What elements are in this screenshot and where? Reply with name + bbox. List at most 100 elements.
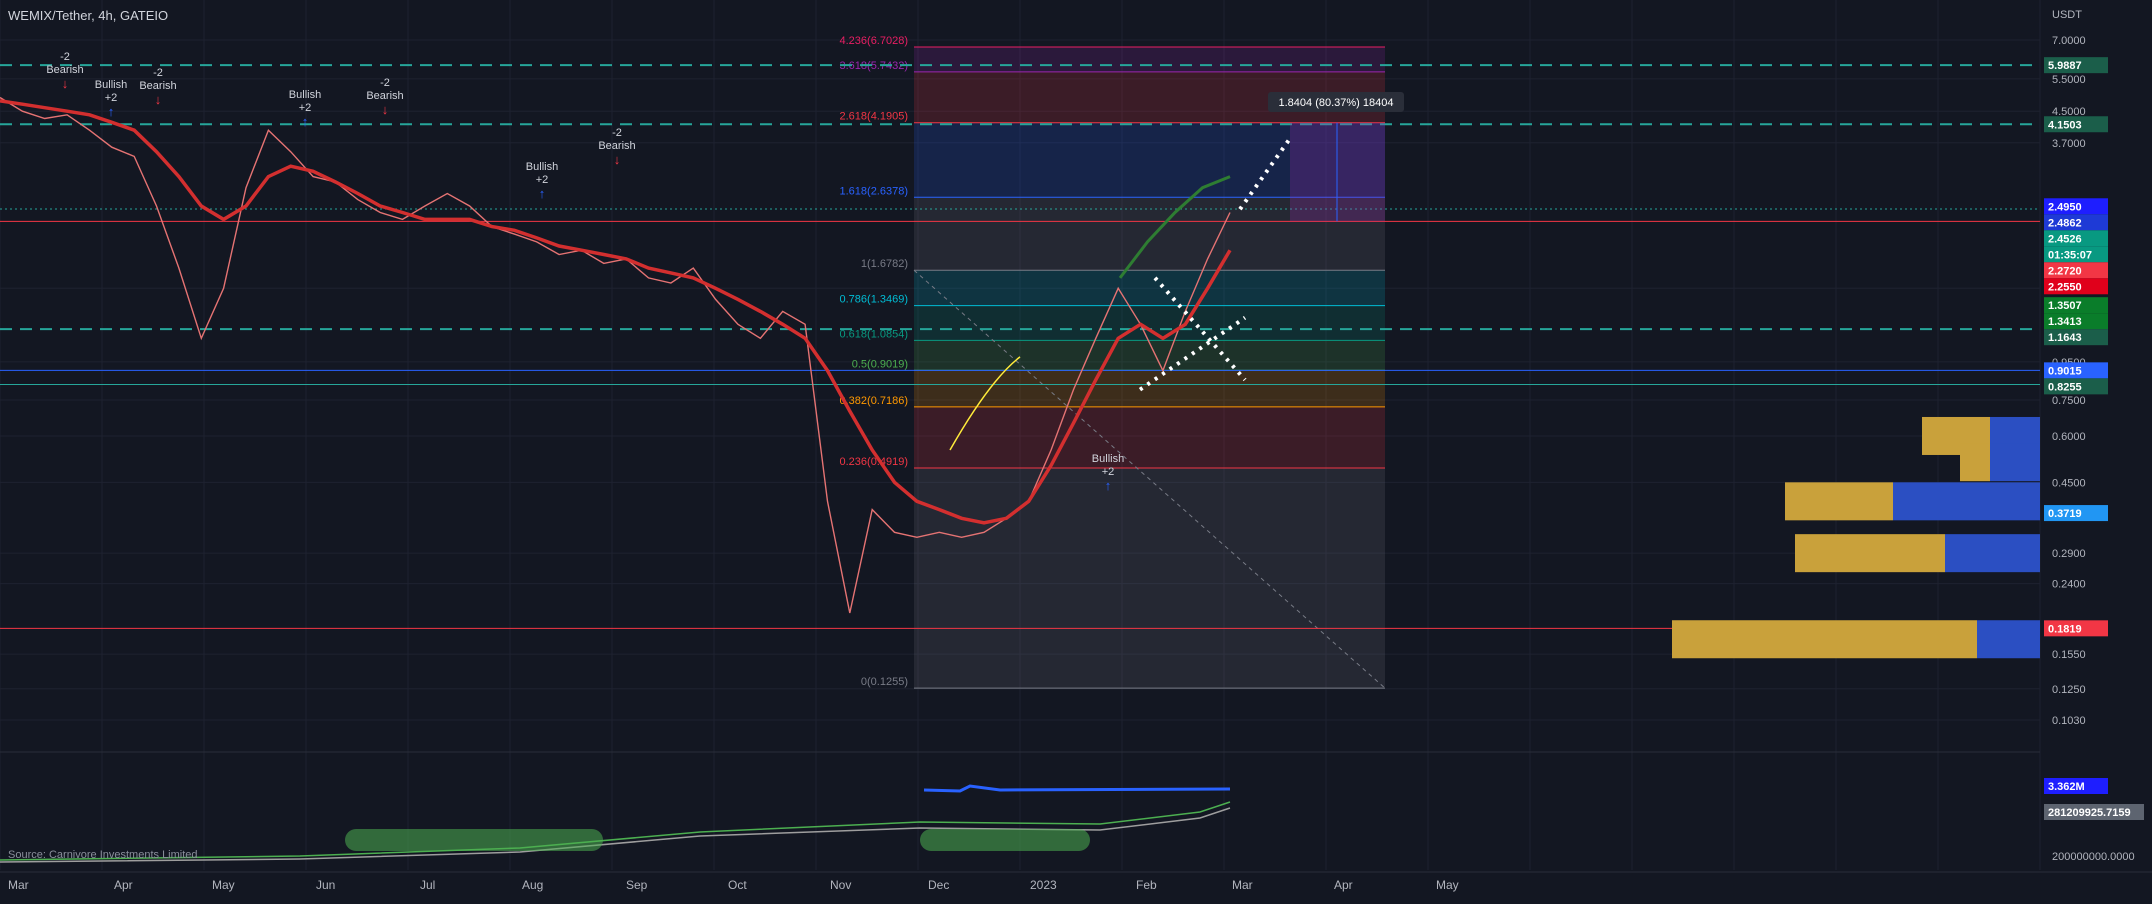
price-label-box xyxy=(2044,378,2108,395)
price-label-box xyxy=(2044,246,2108,263)
price-axis-bg xyxy=(2044,0,2152,870)
signal-arrow: ↑ xyxy=(108,104,115,119)
price-axis-tick: 5.5000 xyxy=(2052,74,2086,86)
measure-tool: 1.8404 (80.37%) 18404 xyxy=(1268,92,1404,222)
price-label-box xyxy=(2044,620,2108,637)
price-label: 4.1503 xyxy=(2048,119,2082,131)
fib-level-label: 0.786(1.3469) xyxy=(840,294,909,306)
volume-profile-sell-bar xyxy=(1977,620,2040,659)
price-label: 0.8255 xyxy=(2048,381,2082,393)
fib-level-label: 0.618(1.0854) xyxy=(840,328,909,340)
fib-level-label: 3.618(5.7432) xyxy=(840,60,909,72)
projection-dotted-line xyxy=(1238,137,1292,211)
time-axis-label: Apr xyxy=(1334,878,1353,892)
fib-level-label: 0.236(0.4919) xyxy=(840,456,909,468)
volume-profile-buy-bar xyxy=(1785,482,1893,521)
price-axis-tick: 0.1250 xyxy=(2052,684,2086,696)
volume-profile-sell-bar xyxy=(1945,534,2040,573)
fib-band xyxy=(914,467,1385,689)
volume-profile xyxy=(1672,416,2040,659)
measure-label: 1.8404 (80.37%) 18404 xyxy=(1279,97,1394,109)
projection-lines xyxy=(949,137,1292,451)
price-label: 2.2720 xyxy=(2048,265,2082,277)
price-label: 1.3413 xyxy=(2048,316,2082,328)
fib-level-label: 1.618(2.6378) xyxy=(840,185,909,197)
fib-band xyxy=(914,370,1385,407)
signal-label: Bullish xyxy=(289,89,321,101)
time-axis-label: Nov xyxy=(830,878,851,892)
fib-band xyxy=(914,406,1385,468)
fib-band xyxy=(914,305,1385,341)
grid xyxy=(0,0,2041,870)
fibonacci-extension: 4.236(6.7028) 3.618(5.7432) 2.618(4.1905) 1… xyxy=(840,35,1386,689)
watermark: Source: Carnivore Investments Limited xyxy=(8,849,198,861)
fib-level-label: 4.236(6.7028) xyxy=(840,35,909,47)
signal-sublabel: Bearish xyxy=(46,64,83,76)
obv-label: 281209925.7159 xyxy=(2048,807,2131,819)
obv-highlight-band xyxy=(920,829,1090,851)
time-axis-label: Mar xyxy=(1232,878,1253,892)
ma-red-line xyxy=(0,99,1232,525)
fib-level-label: 0.5(0.9019) xyxy=(852,358,908,370)
price-axis-tick: 7.0000 xyxy=(2052,35,2086,47)
signal-arrow: ↓ xyxy=(62,76,69,91)
signal-arrow: ↑ xyxy=(539,186,546,201)
volume-label: 3.362M xyxy=(2048,781,2085,793)
signal-arrow: ↓ xyxy=(382,102,389,117)
projection-dotted-line xyxy=(1138,316,1247,392)
obv-label-box xyxy=(2044,804,2144,820)
obv-axis-tick: 200000000.0000 xyxy=(2052,851,2135,863)
signal-label: -2 xyxy=(380,77,390,89)
price-label-box xyxy=(2044,313,2108,330)
signal-sublabel: Bearish xyxy=(366,90,403,102)
price-label-box xyxy=(2044,262,2108,279)
fib-level-label: 1(1.6782) xyxy=(861,258,908,270)
volume-profile-buy-bar xyxy=(1672,620,1977,659)
time-axis-label: Aug xyxy=(522,878,543,892)
price-label-box xyxy=(2044,214,2108,231)
fib-level-label: 2.618(4.1905) xyxy=(840,111,909,123)
signal-arrow: ↓ xyxy=(614,152,621,167)
time-axis-label: May xyxy=(1436,878,1459,892)
price-label: 2.4526 xyxy=(2048,233,2082,245)
volume-profile-sell-bar xyxy=(1893,482,2040,521)
time-axis-label: Feb xyxy=(1136,878,1157,892)
signal-sublabel: Bearish xyxy=(598,140,635,152)
price-axis-tick: 0.1030 xyxy=(2052,715,2086,727)
signal-label: -2 xyxy=(60,51,70,63)
price-axis-tick: 4.5000 xyxy=(2052,106,2086,118)
indicator-panes: 3.362M 281209925.7159 200000000.0000 xyxy=(0,751,2144,863)
price-label-box xyxy=(2044,230,2108,247)
price-axis-tick: 0.7500 xyxy=(2052,395,2086,407)
signal-sublabel: +2 xyxy=(536,174,549,186)
price-axis-tick: 0.1550 xyxy=(2052,649,2086,661)
symbol-title[interactable]: WEMIX/Tether, 4h, GATEIO xyxy=(8,8,169,23)
obv-line xyxy=(0,801,1231,861)
signal-arrow: ↓ xyxy=(155,92,162,107)
fib-band xyxy=(914,122,1385,198)
measure-label-box xyxy=(1268,92,1404,112)
price-label: 1.1643 xyxy=(2048,332,2082,344)
signal-sublabel: +2 xyxy=(299,102,312,114)
time-axis: Mar Apr May Jun Jul Aug Sep Oct Nov Dec 2023 Feb Mar… xyxy=(0,871,2152,892)
volume-label-box xyxy=(2044,778,2108,794)
currency-label: USDT xyxy=(2052,9,2082,21)
price-label-box xyxy=(2044,198,2108,215)
price-label: 2.2550 xyxy=(2048,281,2082,293)
price-label-box xyxy=(2044,329,2108,346)
fib-band xyxy=(914,340,1385,371)
price-label-box xyxy=(2044,297,2108,314)
signal-sublabel: +2 xyxy=(1102,466,1115,478)
price-label-box xyxy=(2044,362,2108,379)
price-series xyxy=(0,96,1232,614)
price-axis-tick: 0.4500 xyxy=(2052,477,2086,489)
price-axis-tick: 0.2400 xyxy=(2052,579,2086,591)
price-label: 0.3719 xyxy=(2048,508,2082,520)
time-axis-label: Mar xyxy=(8,878,29,892)
fib-level-label: 0.382(0.7186) xyxy=(840,395,909,407)
volume-profile-buy-bar xyxy=(1795,534,1945,573)
price-label-box xyxy=(2044,505,2108,522)
price-axis-tick: 0.6000 xyxy=(2052,431,2086,443)
